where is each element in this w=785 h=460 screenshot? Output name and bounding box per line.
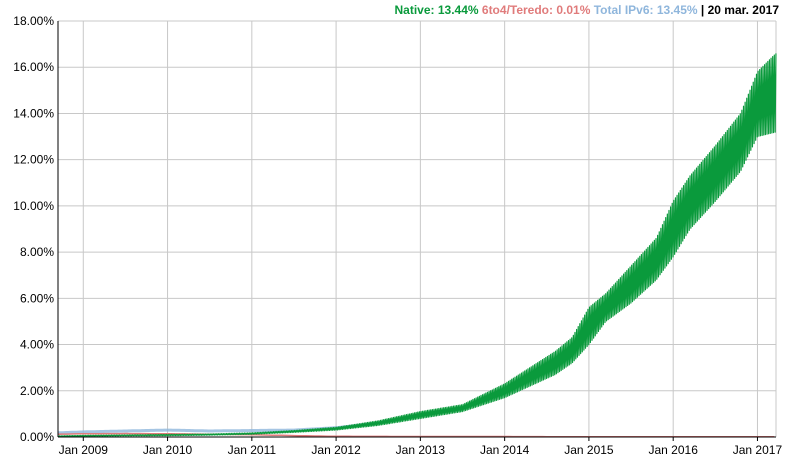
y-tick-label: 12.00% — [13, 153, 54, 167]
y-tick-label: 14.00% — [13, 106, 54, 120]
y-tick-label: 6.00% — [20, 291, 54, 305]
x-tick-label: Jan 2010 — [143, 443, 193, 457]
x-tick-label: Jan 2009 — [59, 443, 109, 457]
native-legend-label: Native: 13.44% — [394, 3, 479, 17]
x-tick-label: Jan 2015 — [564, 443, 614, 457]
y-tick-label: 0.00% — [20, 430, 54, 444]
native-line — [57, 53, 777, 438]
header-separator: | — [700, 3, 705, 17]
y-tick-label: 16.00% — [13, 60, 54, 74]
chart-series — [57, 53, 777, 438]
header-date: 20 mar. 2017 — [707, 3, 779, 17]
x-tick-label: Jan 2013 — [396, 443, 446, 457]
y-tick-label: 8.00% — [20, 245, 54, 259]
chart-header: Native: 13.44% 6to4/Teredo: 0.01% Total … — [395, 3, 780, 17]
y-tick-label: 10.00% — [13, 199, 54, 213]
chart-axes — [57, 21, 776, 441]
x-tick-label: Jan 2012 — [311, 443, 361, 457]
x-tick-label: Jan 2014 — [480, 443, 530, 457]
y-tick-label: 4.00% — [20, 338, 54, 352]
x-axis-labels: Jan 2009 Jan 2010 Jan 2011 Jan 2012 Jan 2013… — [59, 443, 783, 457]
y-tick-label: 2.00% — [20, 384, 54, 398]
teredo-legend-label: 6to4/Teredo: 0.01% — [481, 3, 591, 17]
x-tick-label: Jan 2017 — [733, 443, 783, 457]
y-axis-labels: 0.00% 2.00% 4.00% 6.00% 8.00% 10.00% 12.00% 14.… — [13, 14, 54, 444]
x-tick-label: Jan 2011 — [228, 443, 277, 457]
y-tick-label: 18.00% — [13, 14, 54, 28]
chart-grid — [58, 20, 777, 437]
x-tick-label: Jan 2016 — [648, 443, 698, 457]
total-legend-label: Total IPv6: 13.45% — [593, 3, 698, 17]
